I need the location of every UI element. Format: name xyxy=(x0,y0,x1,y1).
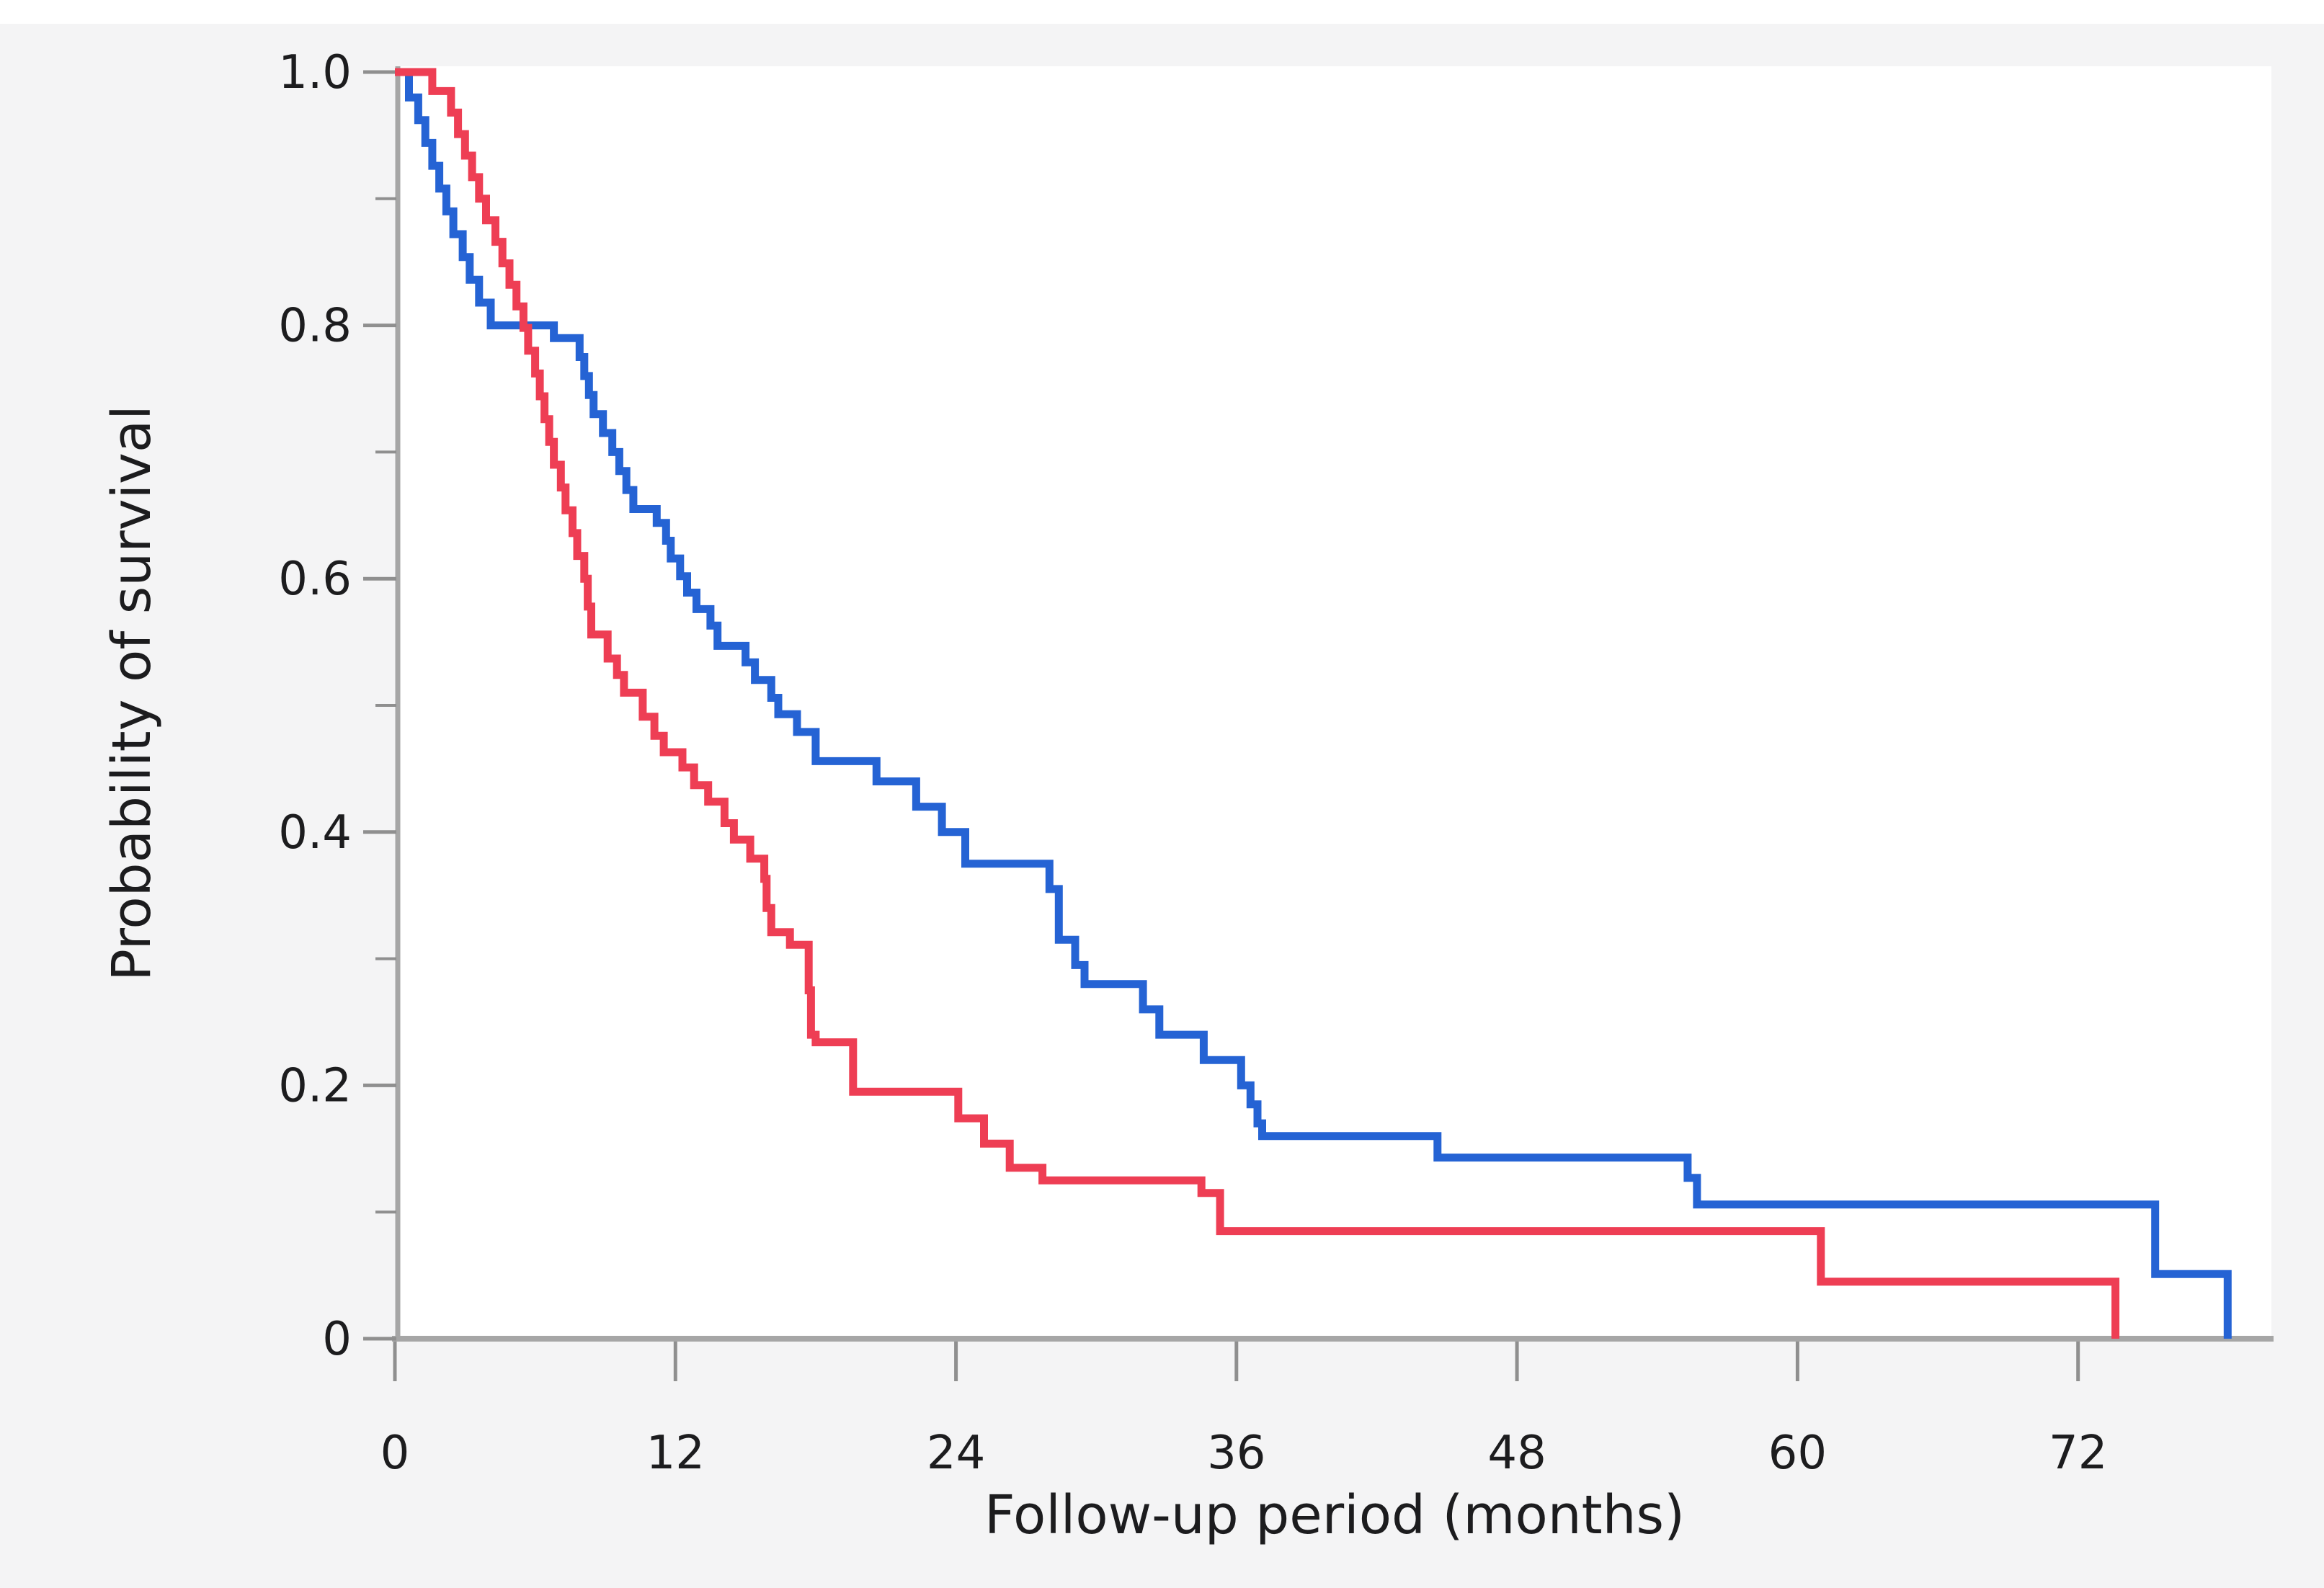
red-survival-curve xyxy=(395,68,2120,1339)
x-tick-label: 12 xyxy=(646,1427,705,1480)
x-tick-label: 36 xyxy=(1207,1427,1265,1480)
x-tick-label: 0 xyxy=(380,1427,410,1480)
tick-labels: 1.0 0.8 0.6 0.4 0.2 0 0 12 24 36 48 60 72 xyxy=(278,46,2107,1480)
tick-marks xyxy=(363,70,2080,1381)
axes xyxy=(392,66,2274,1342)
y-tick-label: 0 xyxy=(322,1313,352,1366)
x-tick-label: 48 xyxy=(1487,1427,1546,1480)
survival-curves xyxy=(395,68,2232,1339)
y-tick-label: 0.6 xyxy=(278,553,352,606)
y-tick-label: 1.0 xyxy=(278,46,352,99)
x-tick-label: 72 xyxy=(2049,1427,2107,1480)
x-axis-title: Follow-up period (months) xyxy=(984,1484,1685,1546)
x-tick-label: 24 xyxy=(927,1427,985,1480)
y-axis-title: Probability of survival xyxy=(101,405,163,981)
blue-survival-curve xyxy=(395,68,2232,1339)
plot-area xyxy=(398,66,2271,1339)
y-tick-label: 0.2 xyxy=(278,1059,352,1112)
y-tick-label: 0.4 xyxy=(278,806,352,860)
y-tick-label: 0.8 xyxy=(278,300,352,353)
x-tick-label: 60 xyxy=(1768,1427,1827,1480)
